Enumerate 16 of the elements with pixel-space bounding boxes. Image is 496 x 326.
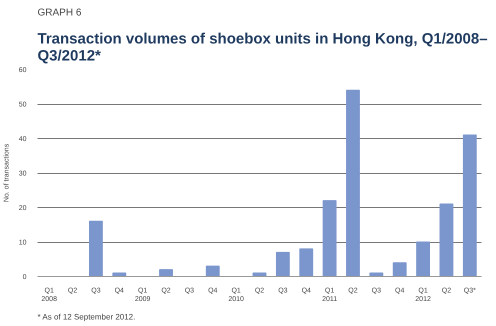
bar — [416, 242, 430, 276]
bar — [88, 220, 103, 276]
text: * As of 12 September 2012. — [38, 312, 136, 322]
bar — [206, 266, 220, 276]
bar — [299, 248, 314, 276]
caption: GRAPH 6 — [38, 8, 82, 18]
bar — [252, 272, 266, 276]
bar — [462, 134, 477, 276]
chart-title: Transaction volumes of shoebox units in Hong Kong, Q1/2008– Q3/2012* — [38, 30, 488, 64]
bar — [322, 200, 337, 276]
bar — [369, 272, 384, 276]
bar — [440, 204, 454, 276]
bar — [346, 90, 360, 276]
bar — [276, 252, 290, 276]
bar — [159, 269, 173, 276]
bar — [392, 262, 407, 276]
